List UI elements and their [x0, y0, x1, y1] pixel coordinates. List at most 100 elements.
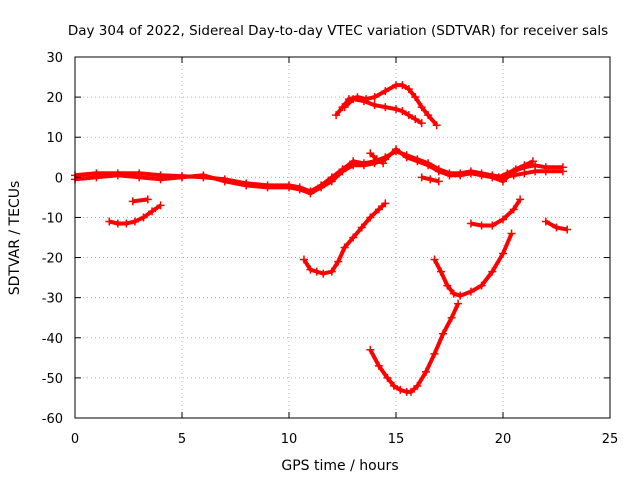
data-point: [263, 183, 272, 192]
data-point: [413, 381, 422, 390]
data-point: [349, 161, 358, 170]
data-point: [541, 217, 550, 226]
data-point: [558, 163, 567, 172]
y-tick-label: 30: [46, 51, 63, 66]
data-point: [113, 171, 122, 180]
data-point: [338, 167, 347, 176]
data-point: [477, 171, 486, 180]
data-point: [396, 385, 405, 394]
y-tick-label: -60: [42, 412, 63, 427]
data-point: [466, 169, 475, 178]
y-tick-label: 0: [55, 171, 63, 186]
data-point: [456, 291, 465, 300]
data-point: [392, 145, 400, 154]
data-point: [499, 177, 507, 186]
data-point: [439, 329, 448, 338]
y-tick-label: 10: [46, 131, 63, 146]
data-point: [424, 111, 433, 120]
data-point: [92, 173, 101, 182]
data-point: [139, 213, 148, 222]
data-point: [381, 103, 390, 112]
data-point: [449, 289, 458, 298]
data-point: [404, 85, 413, 94]
data-point: [130, 217, 139, 226]
data-point: [417, 103, 426, 112]
data-point: [299, 255, 308, 264]
series-upper-arc-b: [343, 97, 423, 125]
axis-ticks: [74, 56, 611, 419]
data-point: [199, 171, 208, 180]
x-tick-label: 5: [178, 432, 186, 447]
data-point: [148, 207, 157, 216]
data-point: [432, 121, 441, 130]
data-point: [349, 95, 358, 104]
data-point: [552, 223, 561, 232]
data-point: [340, 103, 349, 112]
grid-lines: [75, 57, 610, 418]
data-point: [509, 205, 518, 214]
data-point: [499, 215, 507, 224]
data-point: [349, 233, 358, 242]
data-point: [366, 345, 375, 354]
data-point: [334, 257, 343, 266]
data-point: [477, 281, 486, 290]
x-tick-label: 0: [71, 432, 79, 447]
data-point: [381, 87, 390, 96]
y-tick-label: 20: [46, 91, 63, 106]
data-point: [242, 181, 251, 190]
data-point: [156, 201, 165, 210]
data-point: [499, 249, 507, 258]
x-tick-label: 15: [388, 432, 405, 447]
data-point: [306, 265, 315, 274]
data-point: [220, 177, 229, 186]
data-point: [494, 173, 503, 182]
data-point: [477, 221, 486, 230]
data-point: [383, 373, 392, 382]
data-point: [456, 171, 465, 180]
data-point: [445, 171, 454, 180]
data-point: [488, 221, 497, 230]
data-series: [71, 81, 572, 396]
data-point: [511, 165, 520, 174]
data-point: [430, 349, 439, 358]
data-point: [295, 185, 304, 194]
data-point: [359, 97, 368, 106]
y-tick-label: -30: [42, 292, 63, 307]
y-axis-label: SDTVAR / TECUs: [7, 181, 23, 296]
series-right-trough: [432, 232, 514, 298]
data-point: [563, 225, 572, 234]
data-point: [178, 173, 186, 182]
data-point: [366, 213, 375, 222]
data-point: [285, 183, 293, 192]
data-point: [434, 167, 443, 176]
data-point: [426, 175, 435, 184]
data-point: [413, 157, 422, 166]
data-point: [392, 105, 400, 114]
data-point: [319, 269, 328, 278]
data-point: [417, 173, 426, 182]
data-point: [516, 195, 525, 204]
data-point: [156, 175, 165, 184]
data-point: [366, 149, 375, 158]
data-point: [312, 267, 321, 276]
data-point: [541, 163, 550, 172]
y-tick-label: -40: [42, 332, 63, 347]
data-point: [113, 219, 122, 228]
x-axis-label: GPS time / hours: [281, 458, 398, 474]
data-point: [443, 281, 452, 290]
data-point: [531, 161, 540, 170]
data-point: [447, 313, 456, 322]
y-tick-label: -10: [42, 211, 63, 226]
data-point: [327, 177, 336, 186]
data-point: [370, 101, 379, 110]
data-point: [374, 205, 383, 214]
data-point: [379, 159, 388, 168]
y-tick-label: -50: [42, 372, 63, 387]
y-tick-label: -20: [42, 252, 63, 267]
data-point: [372, 155, 381, 164]
data-point: [398, 81, 407, 90]
data-point: [398, 107, 407, 116]
data-point: [424, 161, 433, 170]
data-point: [357, 223, 366, 232]
